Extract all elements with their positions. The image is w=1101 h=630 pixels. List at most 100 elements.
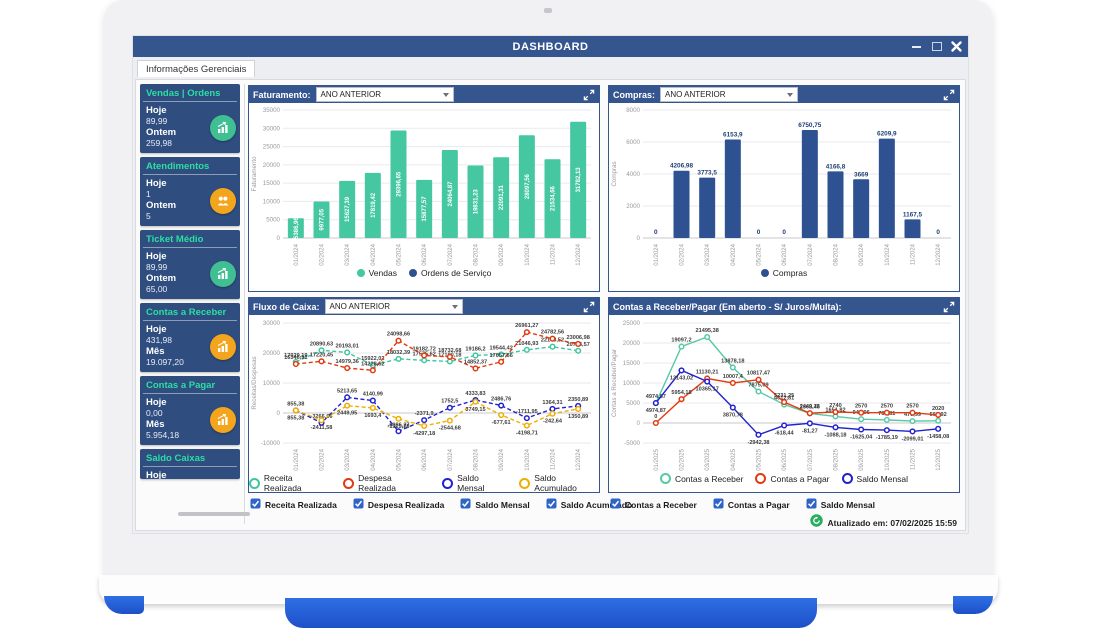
svg-text:09/2024: 09/2024 [499, 243, 505, 265]
kpi-label: Hoje [146, 251, 167, 262]
fluxo-period-dropdown[interactable]: ANO ANTERIOR [324, 299, 463, 314]
svg-text:07/2024: 07/2024 [808, 243, 814, 265]
compras-period-dropdown[interactable]: ANO ANTERIOR [660, 87, 799, 102]
svg-text:10/2024: 10/2024 [525, 243, 531, 265]
kpi-label: Ontem [146, 200, 177, 211]
svg-text:10000: 10000 [263, 380, 281, 387]
kpi-value: 89,99 [146, 116, 168, 126]
svg-text:30000: 30000 [263, 320, 281, 327]
svg-text:-242,64: -242,64 [543, 419, 563, 425]
sidebar-card-contas-a-pagar: Contas a Pagar Hoje 0,00 Mês 5.954,18 [140, 376, 240, 445]
svg-text:2570: 2570 [855, 404, 867, 410]
filter-checkbox-contas-a-receber[interactable]: Contas a Receber [610, 498, 697, 511]
kpi-value: 5 [146, 211, 151, 221]
svg-text:14228,62: 14228,62 [361, 361, 384, 367]
svg-text:4612,81: 4612,81 [774, 396, 794, 402]
svg-text:02/2025: 02/2025 [680, 448, 686, 470]
filter-checkbox-saldo-acumulado[interactable]: Saldo Acumulado [546, 498, 632, 511]
svg-text:10/2024: 10/2024 [525, 448, 531, 470]
svg-text:Contas a Receber/Pagar: Contas a Receber/Pagar [611, 349, 618, 417]
sidebar-scrollbar[interactable] [178, 512, 250, 516]
svg-text:20000: 20000 [623, 340, 641, 347]
expand-icon[interactable] [943, 301, 955, 313]
svg-text:10/2025: 10/2025 [885, 448, 891, 470]
legend-label: Vendas [368, 268, 397, 278]
close-button[interactable] [950, 40, 963, 53]
sidebar-card-body: Hoje [140, 467, 240, 479]
svg-text:0: 0 [277, 235, 281, 242]
svg-text:-2544,68: -2544,68 [439, 426, 461, 432]
chevron-down-icon [442, 92, 449, 97]
sidebar-card-title: Atendimentos [146, 161, 210, 172]
svg-text:4000: 4000 [626, 171, 640, 178]
legend-item-contas-a-pagar: Contas a Pagar [755, 473, 830, 484]
panel-contas-header: Contas a Receber/Pagar (Em aberto - S/ J… [609, 298, 959, 315]
laptop-base-accent [104, 596, 144, 614]
legend-item-vendas: Vendas [356, 268, 397, 278]
svg-text:10/2024: 10/2024 [885, 243, 891, 265]
legend-item-saldo-acumulado: Saldo Acumulado [519, 473, 599, 493]
svg-text:12/2025: 12/2025 [936, 448, 942, 470]
panel-title: Compras: [613, 89, 656, 100]
svg-text:0: 0 [936, 229, 940, 236]
svg-text:22091,31: 22091,31 [499, 184, 505, 210]
panel-title: Fluxo de Caixa: [253, 301, 320, 312]
filter-checkbox-saldo-mensal[interactable]: Saldo Mensal [460, 498, 530, 511]
faturamento-period-dropdown[interactable]: ANO ANTERIOR [315, 87, 454, 102]
filter-checkbox-contas-a-pagar[interactable]: Contas a Pagar [713, 498, 790, 511]
expand-icon[interactable] [583, 301, 595, 313]
bar-chart-icon [210, 333, 236, 360]
kpi-label: Mês [146, 419, 165, 430]
sidebar-card-body: Hoje 89,99 Ontem 259,98 [140, 102, 240, 153]
filter-checkbox-despesa-realizada[interactable]: Despesa Realizada [353, 498, 444, 511]
filter-label: Saldo Acumulado [560, 499, 633, 510]
tab-informacoes-gerenciais[interactable]: Informações Gerenciais [137, 60, 256, 77]
filter-checkbox-receita-realizada[interactable]: Receita Realizada [250, 498, 337, 511]
svg-text:01/2024: 01/2024 [294, 448, 300, 470]
svg-text:19831,23: 19831,23 [474, 189, 480, 215]
svg-text:1752,5: 1752,5 [441, 399, 458, 405]
svg-text:20000: 20000 [263, 162, 281, 169]
checkbox-icon [546, 498, 557, 511]
svg-text:-1711,95: -1711,95 [516, 409, 538, 415]
svg-text:24098,66: 24098,66 [387, 332, 410, 338]
kpi-value: 431,98 [146, 335, 172, 345]
svg-text:05/2024: 05/2024 [397, 448, 403, 470]
maximize-button[interactable] [930, 40, 943, 53]
contas-filter-row: Contas a Receber Contas a Pagar Saldo Mens… [610, 497, 875, 512]
svg-text:1364,31: 1364,31 [542, 400, 562, 406]
last-updated: Atualizado em: 07/02/2025 15:59 [809, 514, 957, 532]
panel-title: Faturamento: [253, 89, 311, 100]
faturamento-legend: Vendas Ordens de Serviço [249, 268, 599, 278]
legend-marker [442, 477, 454, 489]
sidebar-card-title: Contas a Pagar [146, 380, 216, 391]
svg-text:Faturamento: Faturamento [251, 156, 258, 192]
svg-text:06/2024: 06/2024 [782, 243, 788, 265]
expand-icon[interactable] [943, 89, 955, 101]
panel-title: Contas a Receber/Pagar (Em aberto - S/ J… [613, 301, 842, 312]
svg-text:31782,13: 31782,13 [576, 167, 582, 193]
expand-icon[interactable] [583, 89, 595, 101]
panel-faturamento-header: Faturamento: ANO ANTERIOR [249, 86, 599, 103]
minimize-button[interactable] [910, 40, 923, 53]
sidebar-card-vendas-ordens: Vendas | Ordens Hoje 89,99 Ontem 259,98 [140, 84, 240, 153]
svg-text:12/2024: 12/2024 [576, 243, 582, 265]
svg-text:17819,42: 17819,42 [371, 192, 377, 218]
panel-contas-receber-pagar: Contas a Receber/Pagar (Em aberto - S/ J… [608, 297, 960, 493]
svg-text:03/2025: 03/2025 [705, 448, 711, 470]
kpi-label: Ontem [146, 127, 177, 138]
panel-fluxo-de-caixa: Fluxo de Caixa: ANO ANTERIOR -10000 0 1000… [248, 297, 600, 493]
svg-text:15877,57: 15877,57 [422, 196, 428, 222]
filter-checkbox-saldo-mensal[interactable]: Saldo Mensal [806, 498, 875, 511]
svg-text:08/2024: 08/2024 [834, 243, 840, 265]
filter-label: Receita Realizada [265, 499, 337, 510]
svg-text:03/2024: 03/2024 [345, 448, 351, 470]
svg-text:4166,8: 4166,8 [826, 163, 846, 170]
svg-text:17220,45: 17220,45 [310, 352, 333, 358]
sidebar-card-title: Ticket Médio [146, 234, 204, 245]
checkbox-icon [806, 498, 817, 511]
filter-label: Saldo Mensal [820, 499, 876, 510]
legend-label: Contas a Receber [674, 473, 744, 484]
sidebar-card-title: Contas a Receber [146, 307, 227, 318]
